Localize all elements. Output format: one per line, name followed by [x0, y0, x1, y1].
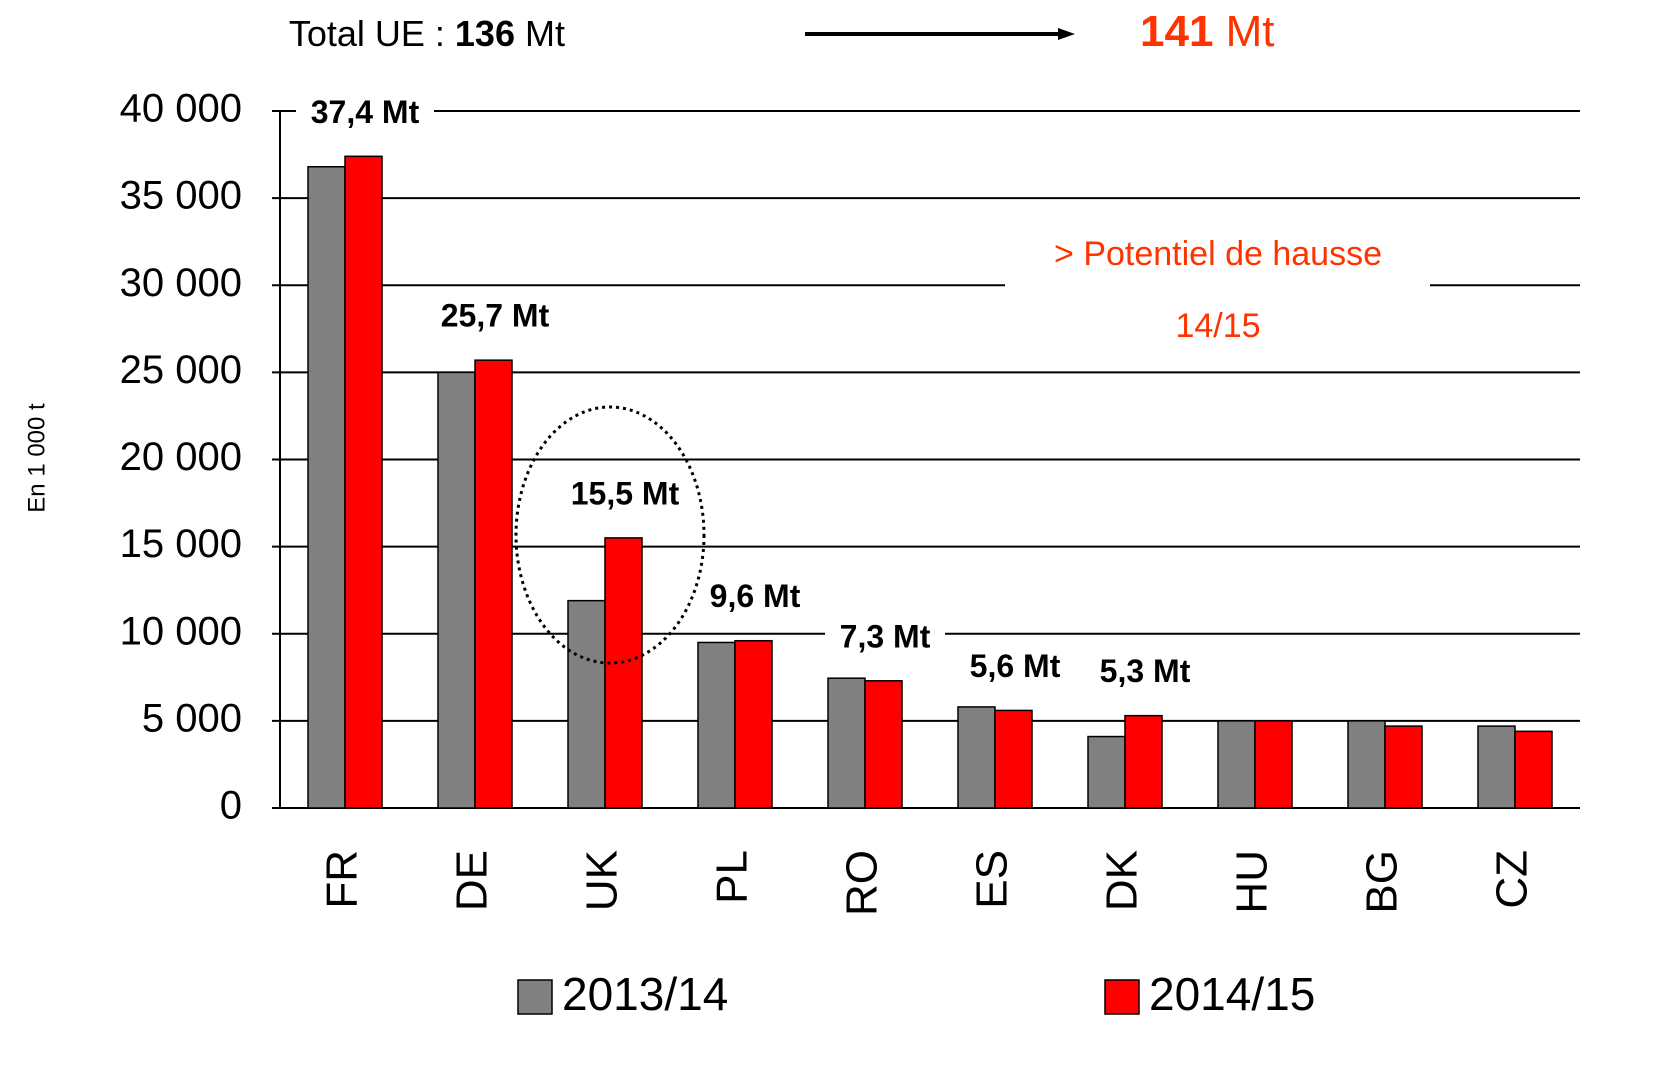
- y-axis-label: En 1 000 t: [23, 403, 50, 513]
- bar: [1347, 720, 1386, 809]
- y-tick-label: 10 000: [120, 609, 242, 653]
- bar: [307, 166, 346, 809]
- y-tick-label: 25 000: [120, 348, 242, 392]
- bar: [344, 155, 383, 809]
- bar: [474, 359, 513, 809]
- data-label: 5,3 Mt: [1100, 653, 1191, 689]
- data-label: 5,6 Mt: [970, 648, 1061, 684]
- data-label: 7,3 Mt: [840, 618, 931, 654]
- bar: [864, 680, 903, 809]
- header-after: 141 Mt: [1140, 7, 1275, 56]
- bar: [1477, 725, 1516, 809]
- y-tick-label: 5 000: [142, 696, 242, 740]
- x-tick-label: CZ: [1488, 850, 1537, 909]
- x-tick-label: RO: [838, 850, 887, 916]
- bar: [697, 641, 736, 809]
- legend-swatch: [1104, 979, 1140, 1015]
- highlight-ellipse: [514, 405, 706, 665]
- annotation: 14/15: [1175, 307, 1260, 345]
- data-label-bg: [556, 475, 694, 516]
- y-tick-label: 15 000: [120, 522, 242, 566]
- bar: [437, 371, 476, 809]
- bar: [957, 706, 996, 809]
- x-tick-label: BG: [1358, 850, 1407, 914]
- bar: [1124, 714, 1163, 809]
- y-tick-label: 0: [220, 784, 242, 828]
- bar: [1514, 730, 1553, 809]
- data-label-bg: [955, 648, 1075, 689]
- bar: [827, 677, 866, 809]
- x-tick-label: PL: [708, 850, 757, 904]
- header-total: Total UE : 136 Mt: [289, 13, 565, 54]
- data-label: 15,5 Mt: [571, 475, 680, 511]
- y-tick-label: 30 000: [120, 261, 242, 305]
- arrow-head: [1058, 28, 1075, 40]
- bar: [994, 709, 1033, 809]
- x-tick-label: FR: [318, 850, 367, 909]
- y-tick-label: 20 000: [120, 435, 242, 479]
- data-label-bg: [296, 94, 434, 135]
- bar: [1254, 720, 1293, 809]
- bar: [1217, 720, 1256, 809]
- annotation: > Potentiel de hausse: [1054, 235, 1382, 273]
- annotation-bg: [1005, 225, 1430, 355]
- x-tick-label: UK: [578, 850, 627, 911]
- legend-label: 2014/15: [1149, 968, 1315, 1020]
- x-tick-label: DK: [1098, 850, 1147, 911]
- data-label-bg: [426, 298, 564, 339]
- data-label-bg: [825, 618, 945, 659]
- bar: [604, 537, 643, 809]
- bar: [1087, 735, 1126, 809]
- x-tick-label: ES: [968, 850, 1017, 909]
- bar: [1384, 725, 1423, 809]
- data-label-bg: [695, 578, 815, 619]
- x-tick-label: HU: [1228, 850, 1277, 914]
- bar: [567, 599, 606, 809]
- y-tick-label: 40 000: [120, 87, 242, 131]
- legend-swatch: [517, 979, 553, 1015]
- data-label: 37,4 Mt: [311, 94, 420, 130]
- data-label: 9,6 Mt: [710, 578, 801, 614]
- y-tick-label: 35 000: [120, 174, 242, 218]
- bar: [734, 639, 773, 809]
- data-label-bg: [1085, 653, 1205, 694]
- legend-label: 2013/14: [562, 968, 728, 1020]
- data-label: 25,7 Mt: [441, 298, 550, 334]
- x-tick-label: DE: [448, 850, 497, 911]
